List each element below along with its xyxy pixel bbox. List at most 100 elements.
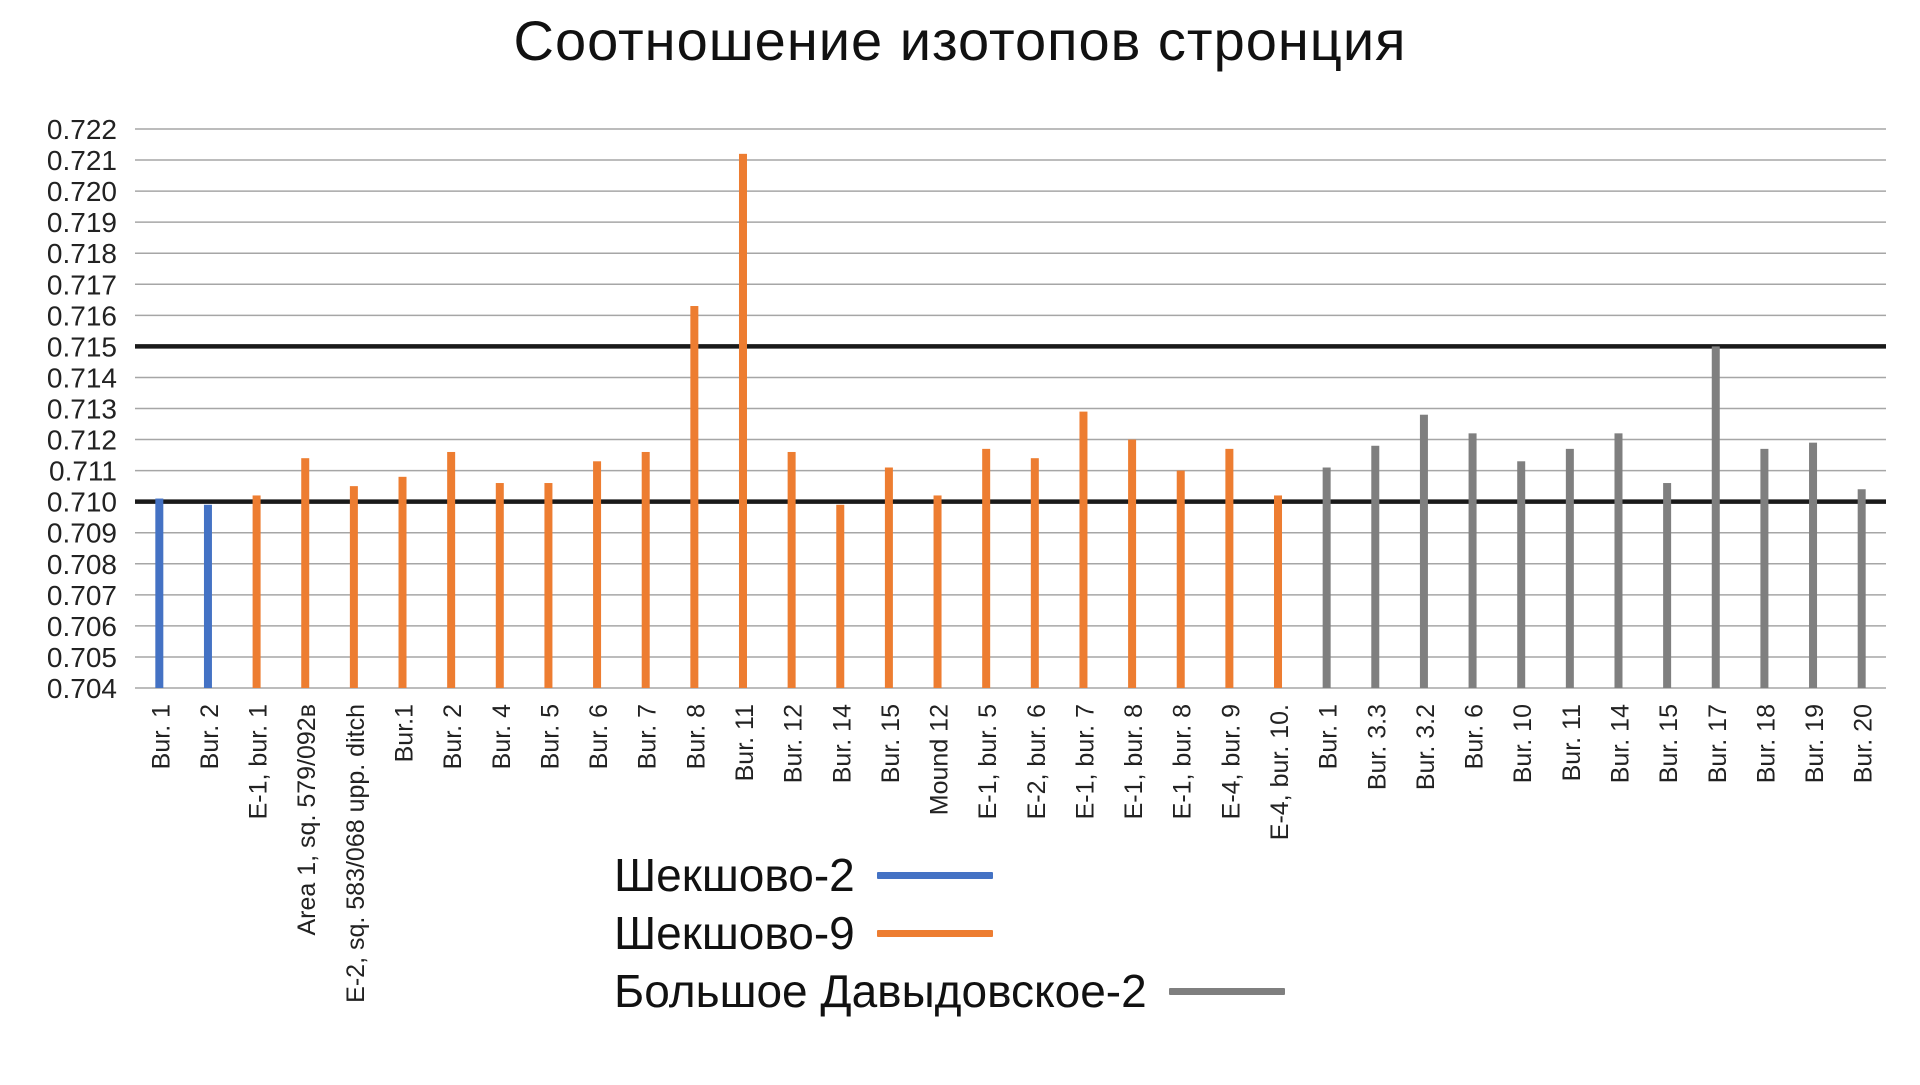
x-tick-label: Bur.1: [391, 704, 419, 762]
bar: [1030, 458, 1039, 688]
bar: [495, 483, 504, 688]
x-tick-label: E-1, bur. 8: [1169, 704, 1197, 819]
chart-title: Соотношение изотопов стронция: [513, 9, 1407, 72]
legend-item: Большое Давыдовское-2: [614, 962, 1285, 1020]
y-tick-label: 0.718: [47, 238, 117, 269]
legend-label: Шекшово-9: [614, 907, 855, 959]
y-tick-label: 0.722: [47, 114, 117, 145]
x-tick-label: Area 1, sq. 579/092в: [293, 704, 321, 936]
x-tick-label: Bur. 11: [731, 704, 759, 781]
y-tick-label: 0.704: [47, 673, 117, 704]
bar: [203, 504, 212, 688]
x-tick-label: Bur. 15: [1655, 704, 1683, 783]
x-tick-label: E-4, bur. 9: [1217, 704, 1245, 819]
bar: [1857, 489, 1866, 688]
bar: [1176, 470, 1185, 688]
y-tick-label: 0.713: [47, 394, 117, 425]
legend-swatch: [876, 871, 993, 879]
bar: [1663, 483, 1672, 688]
x-tick-label: Bur. 20: [1850, 704, 1878, 783]
x-tick-label: Bur. 14: [828, 704, 856, 783]
x-tick-label: Bur. 7: [634, 704, 662, 769]
bar: [884, 467, 893, 688]
x-tick-label: Bur. 5: [536, 704, 564, 769]
x-tick-label: Bur. 12: [780, 704, 808, 783]
x-tick-label: Mound 12: [926, 704, 954, 815]
y-tick-label: 0.709: [47, 518, 117, 549]
bar: [787, 451, 796, 688]
x-tick-label: Bur. 2: [439, 704, 467, 769]
x-tick-label: E-1, bur. 5: [974, 704, 1002, 819]
bar: [593, 461, 602, 688]
bar: [301, 458, 310, 688]
bar: [982, 448, 991, 688]
legend-label: Большое Давыдовское-2: [614, 965, 1147, 1017]
x-tick-label: Bur. 18: [1752, 704, 1780, 783]
x-tick-label: E-2, sq. 583/068 upp. ditch: [342, 704, 370, 1003]
legend-item: Шекшово-9: [614, 904, 1285, 962]
y-tick-label: 0.706: [47, 611, 117, 642]
bar: [1274, 495, 1283, 688]
y-tick-label: 0.717: [47, 269, 117, 300]
bar: [738, 153, 747, 688]
x-tick-label: Bur. 10: [1509, 704, 1537, 783]
bar: [1128, 439, 1137, 688]
bar: [155, 498, 164, 688]
y-tick-label: 0.705: [47, 642, 117, 673]
bar: [933, 495, 942, 688]
x-tick-label: Bur. 15: [877, 704, 905, 783]
y-tick-label: 0.720: [47, 176, 117, 207]
y-tick-label: 0.715: [47, 331, 117, 362]
x-tick-label: E-4, bur. 10.: [1266, 704, 1294, 840]
legend-swatch: [876, 929, 993, 937]
x-tick-label: Bur. 1: [147, 704, 175, 769]
bar: [1711, 346, 1720, 688]
bar: [1565, 448, 1574, 688]
bar: [1079, 411, 1088, 688]
bar: [252, 495, 261, 688]
y-tick-label: 0.714: [47, 362, 117, 393]
bar: [1517, 461, 1526, 688]
bar: [349, 486, 358, 688]
x-tick-label: Bur. 11: [1558, 704, 1586, 781]
y-tick-label: 0.721: [47, 145, 117, 176]
bar: [544, 483, 553, 688]
x-tick-label: Bur. 8: [682, 704, 710, 769]
x-tick-label: Bur. 6: [1461, 704, 1489, 769]
x-tick-label: E-1, bur. 8: [1120, 704, 1148, 819]
x-tick-label: E-2, bur. 6: [1023, 704, 1051, 819]
x-tick-label: E-1, bur. 1: [245, 704, 273, 819]
bar: [641, 451, 650, 688]
bar: [1614, 433, 1623, 688]
legend: Шекшово-2 Шекшово-9 Большое Давыдовское-2: [614, 846, 1285, 1020]
x-tick-label: Bur. 2: [196, 704, 224, 769]
legend-swatch: [1168, 987, 1285, 995]
y-tick-label: 0.708: [47, 549, 117, 580]
bar: [1419, 414, 1428, 688]
x-tick-label: Bur. 3.2: [1412, 704, 1440, 790]
x-tick-label: Bur. 19: [1801, 704, 1829, 783]
x-tick-label: Bur. 6: [585, 704, 613, 769]
y-tick-label: 0.710: [47, 487, 117, 518]
bar: [1225, 448, 1234, 688]
legend-item: Шекшово-2: [614, 846, 1285, 904]
bar: [447, 451, 456, 688]
x-tick-label: Bur. 14: [1606, 704, 1634, 783]
x-tick-label: E-1, bur. 7: [1071, 704, 1099, 819]
x-tick-label: Bur. 4: [488, 704, 516, 769]
y-tick-label: 0.719: [47, 207, 117, 238]
y-tick-label: 0.711: [49, 456, 117, 487]
bar: [1371, 445, 1380, 688]
bar: [398, 476, 407, 688]
x-tick-label: Bur. 1: [1315, 704, 1343, 769]
x-tick-label: Bur. 3.3: [1363, 704, 1391, 790]
bar: [1468, 433, 1477, 688]
y-tick-label: 0.707: [47, 580, 117, 611]
bar: [836, 504, 845, 688]
bar: [1809, 442, 1818, 688]
bar: [1760, 448, 1769, 688]
y-tick-label: 0.716: [47, 300, 117, 331]
bar: [690, 306, 699, 688]
